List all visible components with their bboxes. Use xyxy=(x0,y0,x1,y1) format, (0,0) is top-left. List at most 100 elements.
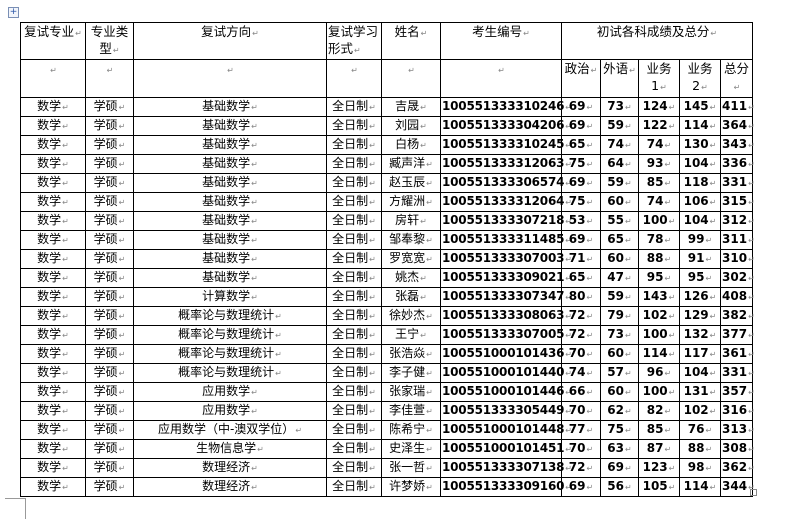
cell-id: 100551333312063 xyxy=(440,154,564,174)
header-exam-id: 考生编号 xyxy=(440,22,562,60)
cell-total: 377 xyxy=(719,325,754,345)
cell-s1: 102 xyxy=(638,306,680,326)
table-resize-handle[interactable] xyxy=(750,489,757,496)
cell-direction: 基础数学 xyxy=(133,268,327,288)
cell-s2: 130 xyxy=(679,135,721,155)
cell-id: 100551333305449 xyxy=(440,401,564,421)
cell-major: 数学 xyxy=(20,116,86,136)
cell-s2: 102 xyxy=(679,401,721,421)
cell-direction: 基础数学 xyxy=(133,116,327,136)
cell-id: 100551333307005 xyxy=(440,325,564,345)
cell-fl: 60 xyxy=(600,249,639,269)
cell-fl: 60 xyxy=(600,344,639,364)
cell-pol: 66 xyxy=(561,382,601,402)
cell-form: 全日制 xyxy=(326,192,382,212)
cell-fl: 56 xyxy=(600,477,639,497)
cell-total: 308 xyxy=(719,439,754,459)
cell-major: 数学 xyxy=(20,268,86,288)
cell-id: 100551000101451 xyxy=(440,439,564,459)
empty-cell xyxy=(381,59,441,98)
cell-total: 331 xyxy=(719,363,754,383)
cell-type: 学硕 xyxy=(85,154,134,174)
cell-s2: 88 xyxy=(679,439,721,459)
cell-fl: 75 xyxy=(600,420,639,440)
header-study-form: 复试学习形式 xyxy=(326,22,382,60)
cell-form: 全日制 xyxy=(326,325,382,345)
cell-total: 315 xyxy=(719,192,754,212)
table-row: 数学学硕基础数学全日制姚杰10055133330902165479595302 xyxy=(20,268,754,288)
table-row: 数学学硕计算数学全日制张磊100551333307347805914312640… xyxy=(20,287,754,307)
cell-direction: 生物信息学 xyxy=(133,439,327,459)
cell-type: 学硕 xyxy=(85,287,134,307)
cell-major: 数学 xyxy=(20,363,86,383)
cell-fl: 63 xyxy=(600,439,639,459)
cell-name: 张一哲 xyxy=(381,458,441,478)
cell-total: 361 xyxy=(719,344,754,364)
cell-fl: 79 xyxy=(600,306,639,326)
cell-s1: 74 xyxy=(638,135,680,155)
cell-type: 学硕 xyxy=(85,97,134,117)
cell-type: 学硕 xyxy=(85,363,134,383)
cell-total: 343 xyxy=(719,135,754,155)
cell-id: 100551333310246 xyxy=(440,97,564,117)
cell-s2: 104 xyxy=(679,211,721,231)
cell-s1: 122 xyxy=(638,116,680,136)
header-major: 复试专业 xyxy=(20,22,86,60)
cell-s1: 74 xyxy=(638,192,680,212)
cell-major: 数学 xyxy=(20,192,86,212)
cell-form: 全日制 xyxy=(326,306,382,326)
cell-id: 100551333307347 xyxy=(440,287,564,307)
cell-form: 全日制 xyxy=(326,382,382,402)
cell-direction: 概率论与数理统计 xyxy=(133,325,327,345)
cell-pol: 65 xyxy=(561,268,601,288)
cell-id: 100551333309021 xyxy=(440,268,564,288)
table-move-handle-icon[interactable]: + xyxy=(8,7,19,18)
cell-direction: 基础数学 xyxy=(133,154,327,174)
cell-s1: 100 xyxy=(638,325,680,345)
cell-fl: 74 xyxy=(600,135,639,155)
cell-total: 344 xyxy=(719,477,754,497)
cell-type: 学硕 xyxy=(85,230,134,250)
cell-s2: 114 xyxy=(679,116,721,136)
cell-type: 学硕 xyxy=(85,477,134,497)
cell-form: 全日制 xyxy=(326,477,382,497)
table-row: 数学学硕应用数学全日制李佳萱10055133330544970628210231… xyxy=(20,401,754,421)
cell-form: 全日制 xyxy=(326,230,382,250)
cell-s1: 100 xyxy=(638,382,680,402)
cell-name: 陈希宁 xyxy=(381,420,441,440)
table-row: 数学学硕基础数学全日制邹奉黎10055133331148569657899311 xyxy=(20,230,754,250)
cell-form: 全日制 xyxy=(326,287,382,307)
cell-type: 学硕 xyxy=(85,135,134,155)
header-politics: 政治 xyxy=(561,59,601,98)
cell-s2: 76 xyxy=(679,420,721,440)
cell-s1: 143 xyxy=(638,287,680,307)
cell-form: 全日制 xyxy=(326,116,382,136)
cell-s1: 85 xyxy=(638,420,680,440)
cell-type: 学硕 xyxy=(85,420,134,440)
cell-major: 数学 xyxy=(20,401,86,421)
cell-type: 学硕 xyxy=(85,382,134,402)
cell-direction: 基础数学 xyxy=(133,192,327,212)
cell-total: 310 xyxy=(719,249,754,269)
cell-id: 100551333304206 xyxy=(440,116,564,136)
cell-major: 数学 xyxy=(20,306,86,326)
cell-total: 411 xyxy=(719,97,754,117)
cell-total: 311 xyxy=(719,230,754,250)
cell-form: 全日制 xyxy=(326,344,382,364)
cell-type: 学硕 xyxy=(85,268,134,288)
cell-name: 徐妙杰 xyxy=(381,306,441,326)
empty-cell xyxy=(326,59,382,98)
cell-direction: 基础数学 xyxy=(133,97,327,117)
table-row: 数学学硕概率论与数理统计全日制王宁10055133330700572731001… xyxy=(20,325,754,345)
header-direction: 复试方向 xyxy=(133,22,327,60)
cell-major: 数学 xyxy=(20,211,86,231)
cell-s2: 95 xyxy=(679,268,721,288)
table-row: 数学学硕基础数学全日制臧声洋10055133331206375649310433… xyxy=(20,154,754,174)
cell-type: 学硕 xyxy=(85,173,134,193)
cell-type: 学硕 xyxy=(85,344,134,364)
cell-s2: 91 xyxy=(679,249,721,269)
cell-major: 数学 xyxy=(20,439,86,459)
cell-s1: 87 xyxy=(638,439,680,459)
empty-cell xyxy=(20,59,86,98)
cell-direction: 数理经济 xyxy=(133,477,327,497)
